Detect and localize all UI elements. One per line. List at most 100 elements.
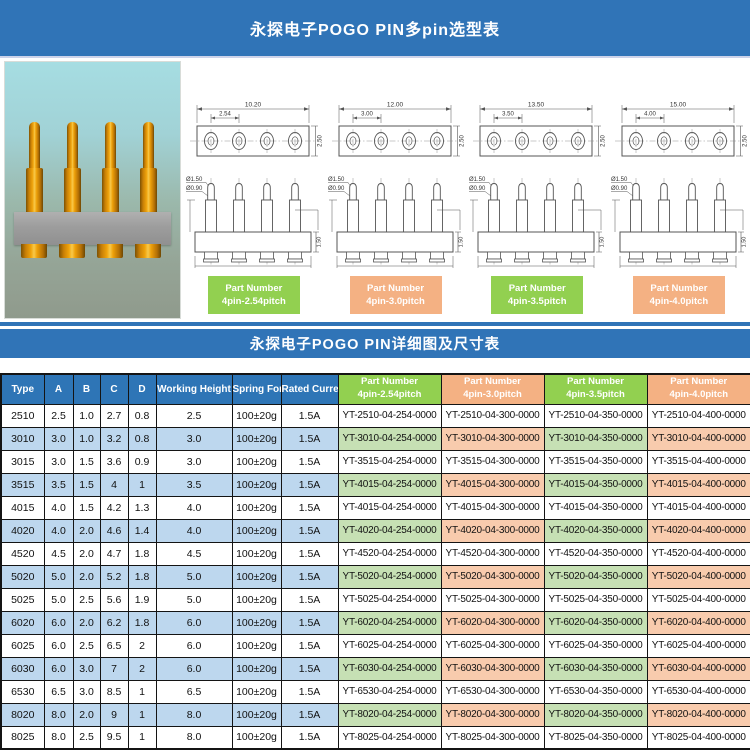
column-header: Spring Force — [231, 373, 282, 405]
svg-text:12.00: 12.00 — [386, 102, 403, 109]
spec-cell: 1.5A — [280, 495, 339, 520]
spec-cell: 1.5A — [280, 449, 339, 474]
spec-cell: 100±20g — [231, 449, 282, 474]
part-number-cell: YT-8025-04-254-0000 — [337, 725, 442, 750]
column-header: B — [72, 373, 101, 405]
part-number-label-pitch: 4pin-4.0pitch — [649, 295, 709, 307]
pogo-pin-tail — [21, 244, 47, 258]
spec-cell: 2.5 — [72, 587, 101, 612]
spec-cell: 100±20g — [231, 426, 282, 451]
part-number-cell: YT-6030-04-400-0000 — [646, 656, 750, 681]
spec-cell: 3.5 — [155, 472, 233, 497]
spec-cell: 3010 — [0, 426, 45, 451]
spec-cell: 1.5A — [280, 702, 339, 727]
spec-cell: 5.0 — [43, 587, 74, 612]
spec-cell: 4.7 — [99, 541, 129, 566]
drawing-group: 12.00 3.00 2.50 Ø1.50 Ø0.90 1.50 Part Number 4p… — [325, 58, 467, 322]
spec-cell: 6.0 — [43, 656, 74, 681]
part-number-cell: YT-8025-04-400-0000 — [646, 725, 750, 750]
spec-cell: 2.5 — [72, 633, 101, 658]
table-banner-title: 永探电子POGO PIN详细图及尺寸表 — [249, 337, 501, 353]
part-number-label-pitch: 4pin-3.5pitch — [507, 295, 567, 307]
spec-row-5020: 5020 5.0 2.0 5.2 1.8 5.0 100±20g 1.5A YT-5020-04… — [0, 564, 750, 589]
svg-text:Ø0.90: Ø0.90 — [328, 186, 345, 192]
svg-text:1.50: 1.50 — [741, 237, 747, 248]
spec-cell: 2.0 — [72, 541, 101, 566]
pogo-pin-tail — [135, 244, 161, 258]
part-number-cell: YT-4020-04-400-0000 — [646, 518, 750, 543]
part-number-cell: YT-8025-04-350-0000 — [543, 725, 648, 750]
part-number-label-title: Part Number — [225, 283, 283, 294]
spec-row-4520: 4520 4.5 2.0 4.7 1.8 4.5 100±20g 1.5A YT-4520-04… — [0, 541, 750, 566]
spec-cell: 6.5 — [43, 679, 74, 704]
svg-text:3.50: 3.50 — [502, 112, 514, 118]
pogo-pin-barrel — [26, 168, 43, 216]
spec-cell: 1.0 — [72, 426, 101, 451]
part-number-label: Part Number 4pin-3.0pitch — [349, 276, 442, 314]
part-number-label-pitch: 4pin-3.0pitch — [366, 295, 425, 307]
spec-cell: 100±20g — [231, 541, 282, 566]
part-number-cell: YT-5020-04-254-0000 — [337, 564, 442, 589]
drawing-group: 10.20 2.54 2.50 Ø1.50 Ø0.90 1.50 Part Number 4p… — [183, 58, 325, 322]
part-number-cell: YT-5025-04-400-0000 — [646, 587, 750, 612]
part-number-cell: YT-2510-04-400-0000 — [646, 403, 750, 428]
svg-text:4.00: 4.00 — [644, 112, 656, 118]
part-number-cell: YT-4015-04-400-0000 — [646, 472, 750, 497]
spec-cell: 2.0 — [72, 518, 101, 543]
spec-cell: 1.9 — [127, 587, 157, 612]
part-number-cell: YT-6030-04-254-0000 — [337, 656, 442, 681]
spec-cell: 2.5 — [155, 403, 233, 428]
spec-cell: 1.5 — [72, 449, 101, 474]
spec-cell: 100±20g — [231, 495, 282, 520]
svg-text:1.50: 1.50 — [458, 237, 464, 248]
part-number-label: Part Number 4pin-3.5pitch — [491, 276, 584, 314]
spec-cell: 3515 — [0, 472, 45, 497]
part-number-cell: YT-4015-04-350-0000 — [543, 495, 648, 520]
spec-cell: 6.5 — [155, 679, 233, 704]
part-number-cell: YT-4015-04-350-0000 — [543, 472, 648, 497]
spec-table-body: 2510 2.5 1.0 2.7 0.8 2.5 100±20g 1.5A YT-2510-04… — [0, 403, 750, 750]
technical-drawings: 10.20 2.54 2.50 Ø1.50 Ø0.90 1.50 Part Number 4p… — [183, 58, 750, 322]
part-number-cell: YT-8025-04-300-0000 — [440, 725, 545, 750]
spec-cell: 5.0 — [155, 587, 233, 612]
part-number-cell: YT-8020-04-254-0000 — [337, 702, 442, 727]
spec-cell: 2 — [127, 633, 157, 658]
part-number-cell: YT-3010-04-350-0000 — [543, 426, 648, 451]
part-number-cell: YT-6020-04-300-0000 — [440, 610, 545, 635]
svg-text:Ø0.90: Ø0.90 — [186, 186, 203, 192]
spec-cell: 8.5 — [99, 679, 129, 704]
spec-cell: 2.7 — [99, 403, 129, 428]
svg-text:3.00: 3.00 — [361, 112, 373, 118]
pogo-pin-tip — [67, 122, 78, 170]
spec-cell: 8020 — [0, 702, 45, 727]
part-number-label-title: Part Number — [508, 283, 566, 294]
spec-cell: 1 — [127, 679, 157, 704]
spec-cell: 1.5A — [280, 472, 339, 497]
spec-cell: 5025 — [0, 587, 45, 612]
spec-cell: 1.8 — [127, 564, 157, 589]
pogo-pin-base-block — [14, 212, 171, 245]
spec-cell: 6.5 — [99, 633, 129, 658]
spec-cell: 5.0 — [155, 564, 233, 589]
top-banner: 永探电子POGO PIN多pin选型表 — [0, 0, 750, 58]
spec-cell: 1.0 — [72, 403, 101, 428]
part-number-cell: YT-4020-04-254-0000 — [337, 518, 442, 543]
part-number-cell: YT-5025-04-350-0000 — [543, 587, 648, 612]
spec-cell: 1.5A — [280, 426, 339, 451]
spec-cell: 100±20g — [231, 587, 282, 612]
spec-cell: 8025 — [0, 725, 45, 750]
spec-cell: 6.0 — [155, 656, 233, 681]
spec-cell: 1.3 — [127, 495, 157, 520]
part-number-label: Part Number 4pin-4.0pitch — [632, 276, 725, 314]
spec-cell: 1.5A — [280, 587, 339, 612]
svg-text:Ø1.50: Ø1.50 — [469, 177, 486, 183]
part-number-cell: YT-4015-04-254-0000 — [337, 472, 442, 497]
part-number-cell: YT-3515-04-350-0000 — [543, 449, 648, 474]
spec-cell: 3015 — [0, 449, 45, 474]
part-number-cell: YT-4520-04-254-0000 — [337, 541, 442, 566]
spec-cell: 4.0 — [43, 518, 74, 543]
spec-cell: 3.0 — [155, 426, 233, 451]
part-number-cell: YT-2510-04-300-0000 — [440, 403, 545, 428]
spec-cell: 3.0 — [72, 679, 101, 704]
